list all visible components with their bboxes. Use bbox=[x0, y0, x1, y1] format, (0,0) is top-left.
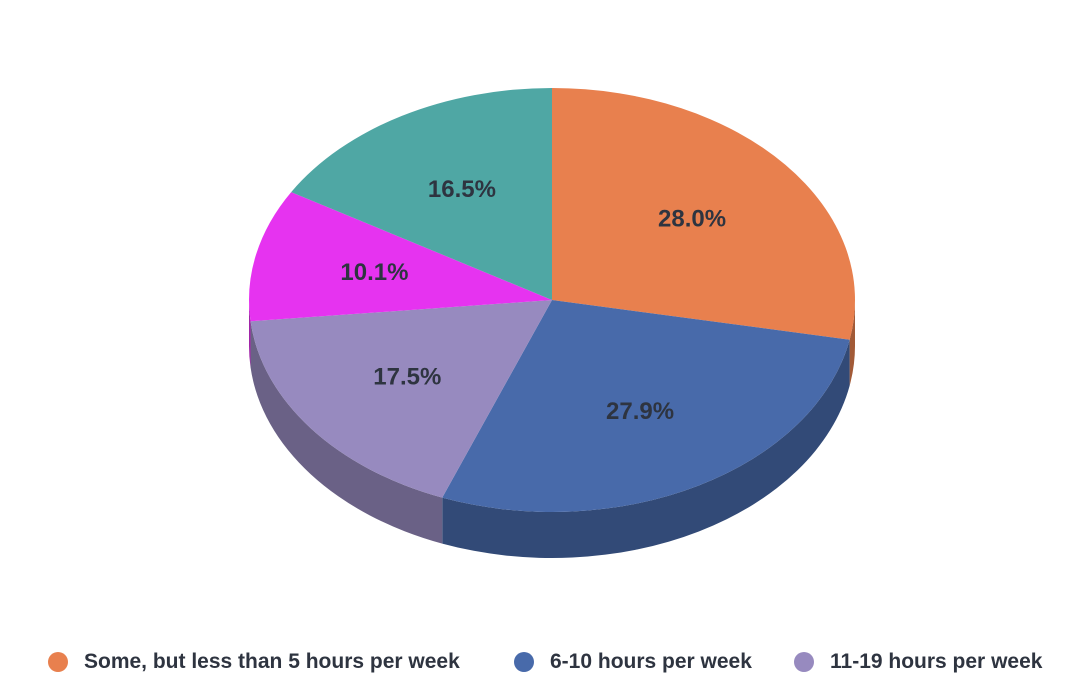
pie-slice-4 bbox=[249, 192, 552, 322]
legend-label-11-19-hours: 11-19 hours per week bbox=[830, 650, 1043, 673]
pie-slice-3 bbox=[250, 300, 552, 498]
slice-value-label-5: 16.5% bbox=[428, 176, 496, 203]
pie-side-3 bbox=[250, 321, 443, 544]
legend-swatch-6-10-hours bbox=[514, 652, 534, 672]
slice-value-label-3: 17.5% bbox=[373, 364, 441, 391]
pie-sides bbox=[249, 300, 855, 558]
slice-value-label-1: 28.0% bbox=[658, 205, 726, 232]
pie-slice-5 bbox=[291, 88, 552, 300]
legend-swatch-less-than-5-hours bbox=[48, 652, 68, 672]
legend-item-6-10-hours: 6-10 hours per week bbox=[514, 644, 752, 680]
pie-side-2 bbox=[442, 339, 850, 558]
pie-chart: 28.0% 27.9% 17.5% 10.1% 16.5% bbox=[249, 88, 855, 558]
pie-slice-1 bbox=[552, 88, 855, 340]
slice-value-label-2: 27.9% bbox=[606, 398, 674, 425]
legend: Some, but less than 5 hours per week 6-1… bbox=[0, 644, 1080, 680]
pie-slice-2 bbox=[442, 300, 850, 513]
pie-tops bbox=[249, 88, 855, 513]
legend-swatch-11-19-hours bbox=[794, 652, 814, 672]
slice-value-label-4: 10.1% bbox=[340, 259, 408, 286]
pie-labels: 28.0% 27.9% 17.5% 10.1% 16.5% bbox=[340, 176, 726, 425]
pie-side-1 bbox=[849, 300, 855, 386]
legend-item-11-19-hours: 11-19 hours per week bbox=[794, 644, 1042, 680]
pie-side-4 bbox=[249, 300, 251, 368]
legend-item-less-than-5-hours: Some, but less than 5 hours per week bbox=[48, 644, 460, 680]
legend-label-less-than-5-hours: Some, but less than 5 hours per week bbox=[84, 650, 460, 673]
legend-label-6-10-hours: 6-10 hours per week bbox=[550, 650, 752, 673]
